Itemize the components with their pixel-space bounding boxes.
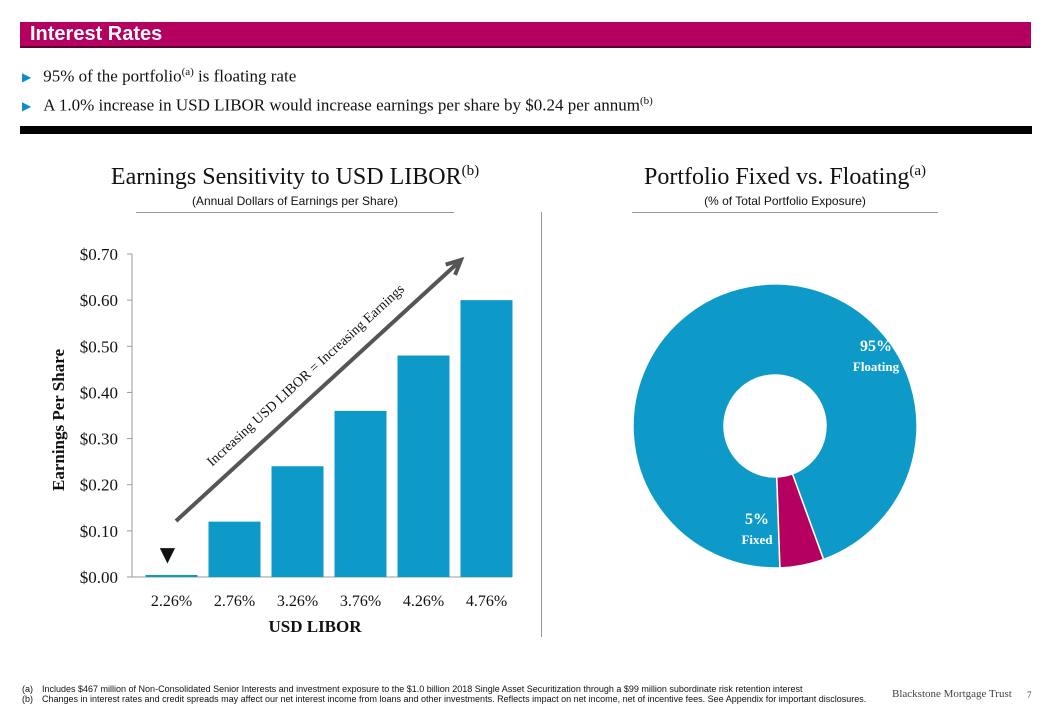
bullet-libor-increase: ▶ A 1.0% increase in USD LIBOR would incr… (22, 95, 653, 116)
donut-slice-floating (632, 283, 918, 569)
y-tick-label: $0.10 (80, 522, 118, 541)
slice-name-label: Fixed (741, 532, 773, 547)
y-tick-label: $0.60 (80, 291, 118, 310)
bar (208, 521, 261, 577)
donut-chart: 95% Floating 5% Fixed (632, 283, 918, 569)
x-axis-title: USD LIBOR (268, 617, 362, 636)
y-tick-label: $0.40 (80, 383, 118, 402)
bar-chart-title: Earnings Sensitivity to USD LIBOR(b) (60, 163, 530, 191)
footnotes: (a) Includes $467 million of Non-Consoli… (22, 684, 882, 704)
bar-chart: $0.00 $0.10 $0.20 $0.30 $0.40 $0.50 $0.60 $0.70… (49, 245, 513, 636)
section-title: Interest Rates (30, 23, 163, 45)
bullet-triangle-icon: ▶ (22, 98, 32, 113)
donut-slice-fixed (776, 472, 825, 569)
y-tick-label: $0.70 (80, 245, 118, 264)
bar-chart-title-rule (136, 212, 454, 213)
footnote-label: (a) (22, 684, 33, 694)
x-tick-label: 2.76% (214, 593, 255, 610)
y-tick-label: $0.00 (80, 568, 118, 587)
section-divider-rule (20, 126, 1032, 134)
y-tick-label: $0.30 (80, 430, 118, 449)
trend-arrow-shaft (174, 258, 463, 523)
y-tick-label: $0.20 (80, 476, 118, 495)
pie-chart-subtitle: (% of Total Portfolio Exposure) (704, 194, 866, 208)
x-tick-label: 3.26% (277, 593, 318, 610)
slice-name-label: Floating (853, 359, 900, 374)
bar (145, 575, 198, 577)
footnote-ref: (b) (461, 163, 480, 179)
trend-arrow-head (445, 256, 465, 276)
bar-chart-subtitle: (Annual Dollars of Earnings per Share) (191, 194, 399, 208)
slice-value-label: 5% (745, 511, 769, 528)
footnote-label: (b) (22, 694, 33, 704)
x-tick-label: 3.76% (340, 593, 381, 610)
y-tick-label: $0.50 (80, 337, 118, 356)
bar (271, 466, 324, 577)
footnote-text: Changes in interest rates and credit spr… (42, 694, 867, 704)
bar (460, 300, 513, 577)
page-number: 7 (1027, 690, 1032, 700)
footnote-text: Includes $467 million of Non-Consolidate… (42, 684, 803, 694)
pie-chart-title: Portfolio Fixed vs. Floating(a) (560, 163, 1010, 191)
pie-chart-title-text: Portfolio Fixed vs. Floating (643, 164, 910, 190)
footnote-b: (b) Changes in interest rates and credit… (22, 694, 882, 704)
footnote-a: (a) Includes $467 million of Non-Consoli… (22, 684, 882, 694)
chart-divider (541, 212, 542, 637)
pie-chart-title-rule (632, 212, 938, 213)
bar (334, 410, 387, 577)
bullet-triangle-icon: ▶ (22, 69, 32, 84)
footnote-ref: (a) (181, 66, 194, 78)
x-tick-label: 4.26% (403, 593, 444, 610)
section-header-bar: Interest Rates (20, 22, 1031, 48)
down-triangle-marker: ▼ (160, 542, 176, 566)
bullet-floating-rate: ▶ 95% of the portfolio(a) is floating rat… (22, 66, 296, 87)
x-tick-label: 4.76% (466, 593, 507, 610)
company-name: Blackstone Mortgage Trust (892, 688, 1012, 700)
x-tick-label: 2.26% (151, 593, 192, 610)
bar-chart-title-text: Earnings Sensitivity to USD LIBOR (110, 164, 462, 190)
y-axis-title: Earnings Per Share (49, 349, 68, 491)
bullet-text: 95% of the portfolio (43, 66, 182, 86)
bullet-text-tail: is floating rate (193, 66, 297, 86)
footnote-ref: (b) (639, 95, 653, 107)
bar (397, 355, 450, 577)
footnote-ref: (a) (909, 163, 926, 179)
slice-value-label: 95% (860, 338, 892, 355)
bullet-text: A 1.0% increase in USD LIBOR would incre… (43, 95, 640, 115)
